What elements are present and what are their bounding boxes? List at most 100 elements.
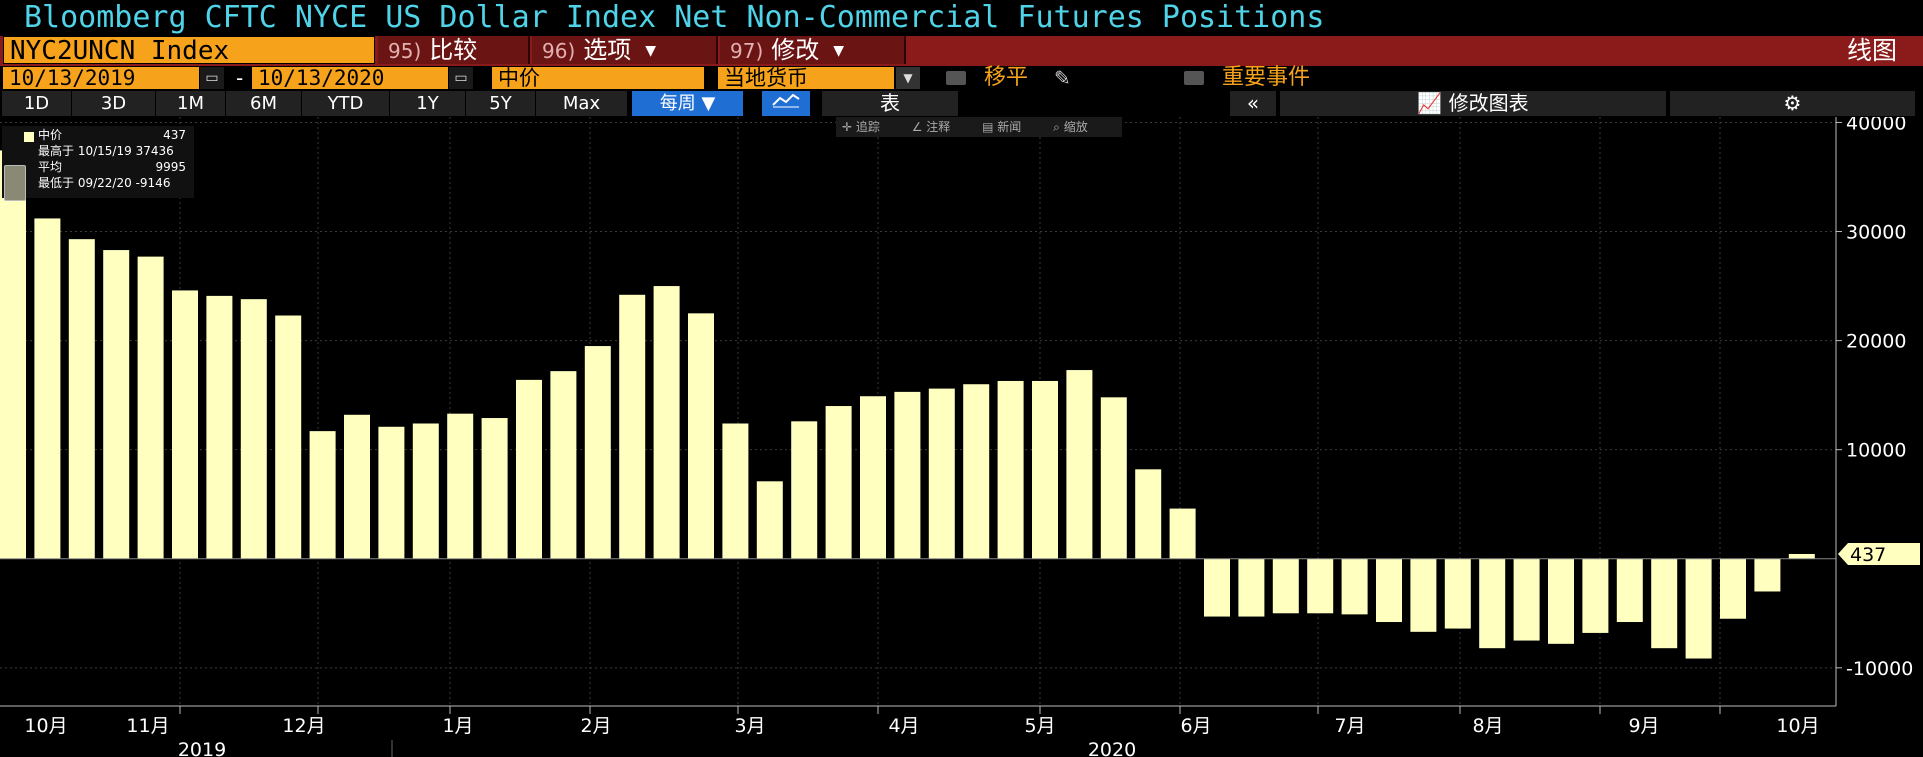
x-tick-label: 1月 bbox=[442, 715, 473, 737]
view-type-label: 线图 bbox=[1846, 36, 1897, 65]
x-tick-label: 7月 bbox=[1334, 715, 1365, 737]
bar bbox=[309, 431, 336, 559]
chevron-down-icon[interactable]: ▼ bbox=[896, 67, 920, 89]
legend-low-row: 最低于 09/22/20 -9146 bbox=[38, 176, 171, 190]
year-label: 2020 bbox=[1088, 739, 1136, 757]
edit-chart-button[interactable]: 📈 修改图表 bbox=[1280, 91, 1666, 116]
bar bbox=[1513, 558, 1540, 641]
shift-label: 移平 bbox=[984, 65, 1029, 90]
gear-icon[interactable]: ⚙ bbox=[1670, 91, 1915, 116]
currency-select[interactable]: 当地货币 bbox=[718, 67, 894, 89]
bar bbox=[722, 423, 749, 559]
bar bbox=[584, 346, 611, 559]
bar bbox=[928, 388, 955, 559]
bar bbox=[275, 315, 302, 559]
frequency-select[interactable]: 每周 ▼ bbox=[632, 91, 744, 116]
shift-checkbox[interactable] bbox=[946, 71, 966, 85]
year-label: 2019 bbox=[178, 739, 226, 757]
x-tick-label: 5月 bbox=[1024, 715, 1055, 737]
bar bbox=[756, 481, 783, 559]
bar bbox=[1100, 397, 1127, 559]
pencil-icon[interactable]: ✎ bbox=[1054, 66, 1071, 90]
y-tick-label: 40000 bbox=[1846, 117, 1906, 134]
table-button[interactable]: 表 bbox=[822, 91, 958, 116]
bar bbox=[1444, 558, 1471, 629]
bar bbox=[103, 250, 130, 559]
legend-series-value: 437 bbox=[163, 128, 186, 142]
edit-label: 修改 bbox=[771, 36, 820, 64]
menu-bar: NYC2UNCN Index 95) 比较 96) 选项 ▼ 97) 修改 ▼ 线图 bbox=[0, 36, 1923, 66]
window-title: Bloomberg CFTC NYCE US Dollar Index Net … bbox=[0, 0, 1923, 36]
period-6m-button[interactable]: 6M bbox=[226, 91, 302, 116]
collapse-button[interactable]: « bbox=[1230, 91, 1276, 116]
bar bbox=[172, 290, 198, 559]
last-value-label: 437 bbox=[1850, 544, 1886, 566]
bar-chart: 40000 30000 20000 10000 -10000 437 10月 11月 12月 1月… bbox=[0, 117, 1920, 757]
x-tick-label: 8月 bbox=[1472, 715, 1503, 737]
frequency-label: 每周 bbox=[659, 93, 696, 114]
news-tool[interactable]: ▤ 新闻 bbox=[982, 120, 1022, 134]
bar bbox=[378, 426, 405, 559]
menu-number: 95) bbox=[388, 39, 422, 63]
period-5y-button[interactable]: 5Y bbox=[466, 91, 536, 116]
period-1m-button[interactable]: 1M bbox=[156, 91, 226, 116]
bar bbox=[1307, 558, 1334, 614]
bar bbox=[481, 418, 508, 559]
x-tick-label: 4月 bbox=[888, 715, 919, 737]
period-1y-button[interactable]: 1Y bbox=[390, 91, 466, 116]
bar bbox=[1376, 558, 1402, 623]
period-toolbar: 1D 3D 1M 6M YTD 1Y 5Y Max 每周 ▼ 表 « 📈 修改图… bbox=[0, 90, 1923, 117]
bar bbox=[1685, 558, 1712, 659]
options-menu[interactable]: 96) 选项 ▼ bbox=[532, 36, 718, 64]
compare-menu[interactable]: 95) 比较 bbox=[378, 36, 530, 64]
bar bbox=[412, 423, 439, 559]
y-tick-label: 20000 bbox=[1846, 331, 1906, 353]
bar bbox=[1341, 558, 1368, 615]
bar bbox=[1066, 370, 1093, 559]
legend-toggle-handle[interactable] bbox=[4, 165, 26, 201]
period-1d-button[interactable]: 1D bbox=[2, 91, 72, 116]
edit-chart-label: 修改图表 bbox=[1448, 91, 1529, 115]
x-tick-label: 11月 bbox=[126, 715, 169, 737]
legend-avg-value: 9995 bbox=[155, 160, 186, 174]
annotate-tool[interactable]: ∠ 注释 bbox=[911, 120, 951, 134]
calendar-icon[interactable]: ▭ bbox=[449, 67, 473, 89]
ticker-field[interactable]: NYC2UNCN Index bbox=[3, 36, 375, 65]
bar bbox=[137, 256, 164, 559]
bar bbox=[344, 414, 370, 559]
bar bbox=[516, 379, 542, 559]
bar bbox=[0, 150, 26, 559]
bar bbox=[34, 218, 61, 559]
line-chart-icon[interactable] bbox=[762, 91, 810, 116]
legend-avg-label: 平均 bbox=[38, 160, 63, 174]
x-tick-label: 6月 bbox=[1180, 715, 1211, 737]
series-swatch bbox=[24, 132, 34, 142]
chart-legend: 中价 437 最高于 10/15/19 37436 平均 9995 最低于 09… bbox=[2, 126, 194, 198]
compare-label: 比较 bbox=[429, 36, 478, 64]
calendar-icon[interactable]: ▭ bbox=[200, 67, 224, 89]
bar bbox=[1651, 558, 1678, 649]
bar bbox=[894, 391, 921, 559]
end-date-field[interactable]: 10/13/2020 bbox=[252, 67, 448, 89]
events-checkbox[interactable] bbox=[1184, 71, 1204, 85]
chart-edit-icon: 📈 bbox=[1417, 91, 1443, 115]
menu-number: 97) bbox=[730, 39, 764, 63]
period-max-button[interactable]: Max bbox=[536, 91, 628, 116]
period-ytd-button[interactable]: YTD bbox=[302, 91, 390, 116]
start-date-field[interactable]: 10/13/2019 bbox=[3, 67, 199, 89]
bar bbox=[1135, 469, 1162, 559]
bar bbox=[240, 299, 267, 559]
price-field-select[interactable]: 中价 bbox=[492, 67, 704, 89]
bar bbox=[688, 313, 714, 559]
period-3d-button[interactable]: 3D bbox=[72, 91, 156, 116]
bar bbox=[997, 380, 1024, 559]
edit-menu[interactable]: 97) 修改 ▼ bbox=[720, 36, 906, 64]
x-tick-label: 9月 bbox=[1628, 715, 1659, 737]
chevron-down-icon: ▼ bbox=[701, 93, 716, 114]
track-tool[interactable]: ✛ 追踪 bbox=[842, 120, 880, 134]
zoom-tool[interactable]: ⌕ 缩放 bbox=[1053, 120, 1088, 134]
bar bbox=[1204, 558, 1230, 617]
bar bbox=[206, 295, 233, 559]
bar bbox=[825, 406, 852, 559]
date-range-bar: 10/13/2019 ▭ - 10/13/2020 ▭ 中价 当地货币 ▼ 移平… bbox=[0, 66, 1923, 90]
